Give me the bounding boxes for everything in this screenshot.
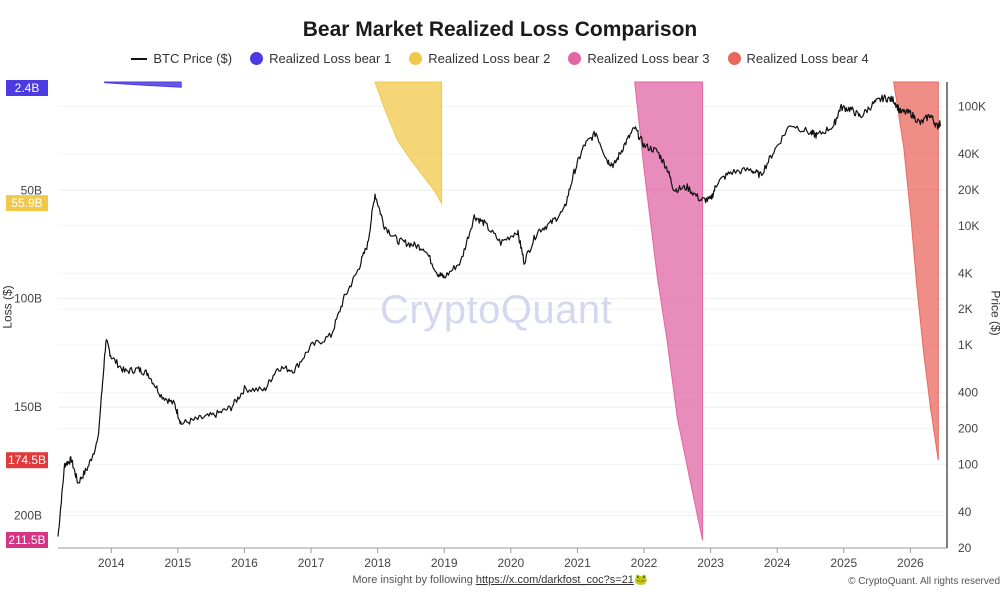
right-tick-label: 200: [958, 422, 978, 436]
chart-axes: 2014 2015 2016 2017 2018 2019 2020 2021 2022 2023…: [14, 82, 986, 570]
loss-area-bear-1: [104, 81, 182, 88]
x-tick-label: 2022: [631, 556, 658, 570]
right-tick-label: 40: [958, 505, 972, 519]
footer-text: More insight by following: [352, 574, 473, 586]
watermark: CryptoQuant: [380, 288, 613, 332]
copyright: © CryptoQuant. All rights reserved: [848, 576, 1000, 587]
x-tick-label: 2015: [165, 556, 192, 570]
loss-area-bear-2: [374, 81, 443, 206]
x-tick-label: 2018: [364, 556, 391, 570]
legend-line-icon: [131, 57, 148, 60]
left-tick-label: 150B: [14, 400, 42, 414]
left-tick-label: 100B: [14, 292, 42, 306]
right-tick-label: 2K: [958, 302, 973, 316]
right-tick-label: 4K: [958, 266, 973, 280]
right-tick-label: 20: [958, 541, 972, 555]
loss-badge: [6, 532, 48, 548]
loss-badge: [6, 195, 48, 212]
legend-label: Realized Loss bear 2: [428, 51, 551, 66]
legend-label: BTC Price ($): [153, 51, 233, 66]
grid-lines: [58, 105, 947, 549]
chart-title: Bear Market Realized Loss Comparison: [302, 18, 698, 41]
right-tick-label: 100: [958, 458, 978, 472]
right-tick-label: 1K: [958, 338, 973, 352]
frog-icon: 🐸: [633, 574, 648, 586]
right-tick-label: 100K: [958, 99, 986, 113]
legend-dot-icon: [568, 52, 582, 65]
legend-item-bear-4[interactable]: Realized Loss bear 4: [727, 51, 869, 66]
loss-badge: [6, 80, 48, 96]
loss-badge: [6, 452, 48, 469]
x-tick-label: 2014: [98, 556, 125, 570]
legend-dot-icon: [250, 52, 264, 65]
x-tick-label: 2019: [431, 556, 458, 570]
legend-item-bear-1[interactable]: Realized Loss bear 1: [250, 51, 391, 66]
x-tick-label: 2026: [897, 556, 924, 570]
loss-value-badges: 2.4B 55.9B 174.5B 211.5B: [6, 80, 48, 548]
legend-item-bear-3[interactable]: Realized Loss bear 3: [568, 51, 710, 66]
footer: More insight by following https://x.com/…: [0, 573, 1000, 586]
legend-item-bear-2[interactable]: Realized Loss bear 2: [409, 51, 550, 66]
loss-area-bear-4: [893, 81, 939, 461]
right-tick-label: 40K: [958, 147, 979, 161]
chart-legend: BTC Price ($) Realized Loss bear 1 Reali…: [0, 51, 1000, 66]
loss-badge-label: 2.4B: [15, 81, 40, 95]
loss-areas: [104, 81, 939, 541]
x-tick-label: 2023: [697, 556, 724, 570]
x-tick-label: 2025: [830, 556, 857, 570]
legend-dot-icon: [409, 52, 423, 65]
x-tick-label: 2017: [298, 556, 325, 570]
right-axis-title: Price ($): [988, 290, 1000, 336]
legend-dot-icon: [727, 52, 741, 65]
legend-label: Realized Loss bear 3: [587, 51, 710, 66]
right-tick-label: 10K: [958, 219, 979, 233]
x-tick-label: 2016: [231, 556, 258, 570]
loss-area-bear-3: [634, 81, 704, 541]
x-tick-label: 2021: [564, 556, 591, 570]
legend-item-btc-price[interactable]: BTC Price ($): [131, 51, 232, 66]
left-tick-label: 200B: [14, 508, 42, 522]
x-tick-label: 2024: [764, 556, 791, 570]
btc-price-line: [57, 94, 941, 537]
right-tick-label: 400: [958, 386, 978, 400]
left-tick-label: 50B: [21, 183, 42, 197]
footer-link[interactable]: https://x.com/darkfost_coc?s=21: [475, 574, 634, 586]
loss-badge-label: 211.5B: [8, 533, 45, 547]
legend-label: Realized Loss bear 1: [269, 51, 392, 66]
x-tick-label: 2020: [497, 556, 524, 570]
left-axis-title: Loss ($): [0, 285, 15, 329]
loss-badge-label: 174.5B: [8, 453, 46, 467]
loss-badge-label: 55.9B: [11, 196, 42, 210]
legend-label: Realized Loss bear 4: [746, 51, 869, 66]
right-tick-label: 20K: [958, 183, 979, 197]
price-line-group: [57, 94, 941, 537]
